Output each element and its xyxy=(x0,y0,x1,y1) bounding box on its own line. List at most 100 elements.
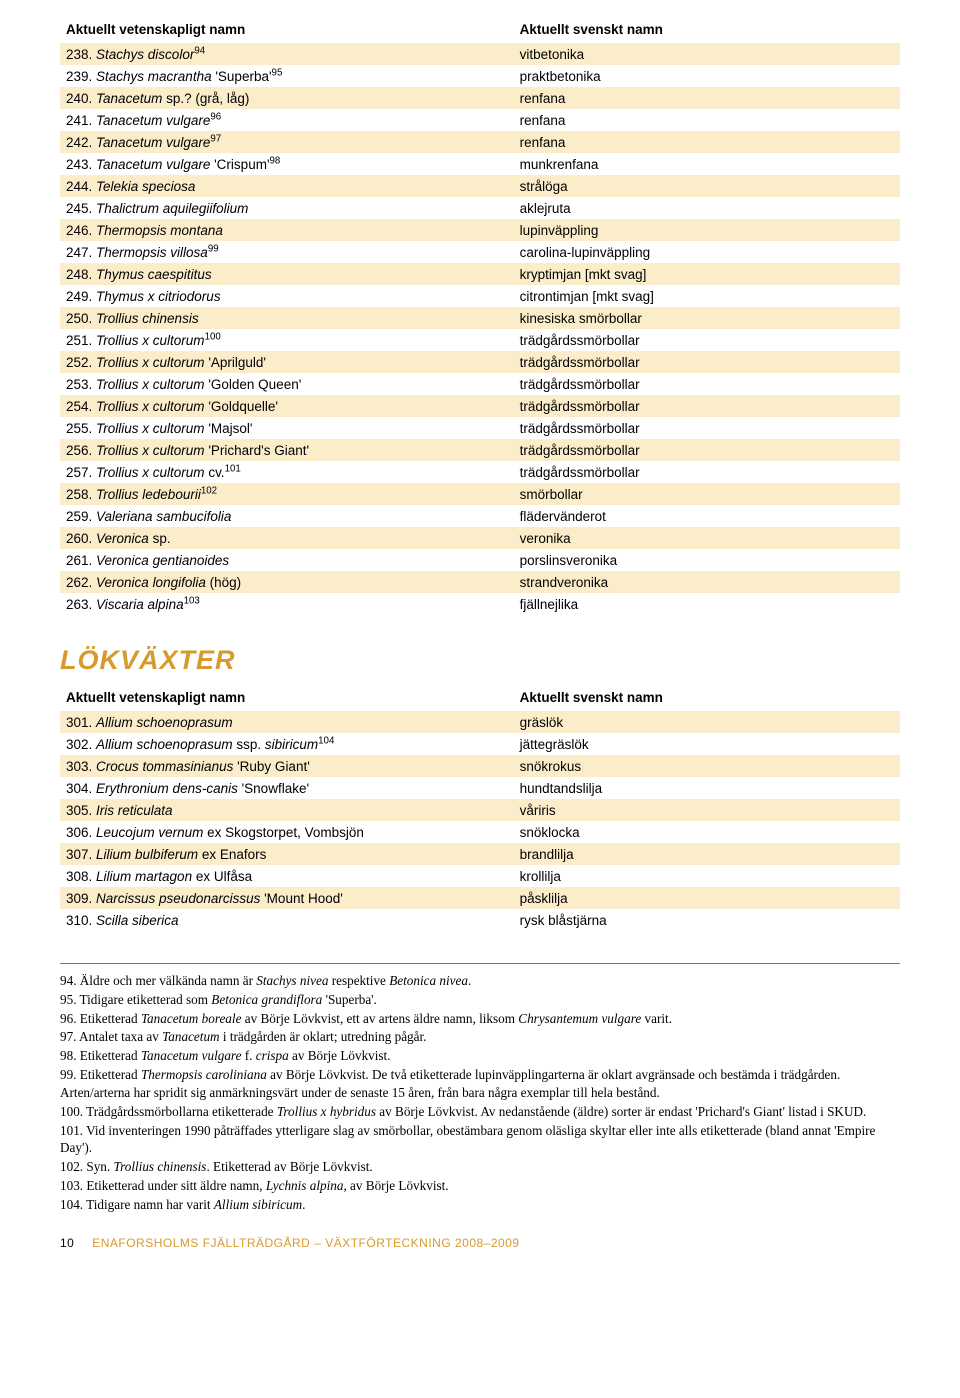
scientific-name-cell: 238. Stachys discolor94 xyxy=(60,43,514,65)
scientific-name-cell: 260. Veronica sp. xyxy=(60,527,514,549)
swedish-name-cell: renfana xyxy=(514,109,900,131)
table-row: 308. Lilium martagon ex Ulfåsakrollilja xyxy=(60,865,900,887)
scientific-name-cell: 252. Trollius x cultorum 'Aprilguld' xyxy=(60,351,514,373)
scientific-name-cell: 302. Allium schoenoprasum ssp. sibiricum… xyxy=(60,733,514,755)
table2-header-right: Aktuellt svenskt namn xyxy=(514,686,900,711)
scientific-name-cell: 246. Thermopsis montana xyxy=(60,219,514,241)
footnote: 104. Tidigare namn har varit Allium sibi… xyxy=(60,1196,900,1214)
scientific-name-cell: 306. Leucojum vernum ex Skogstorpet, Vom… xyxy=(60,821,514,843)
scientific-name-cell: 301. Allium schoenoprasum xyxy=(60,711,514,733)
scientific-name-cell: 249. Thymus x citriodorus xyxy=(60,285,514,307)
scientific-name-cell: 257. Trollius x cultorum cv.101 xyxy=(60,461,514,483)
scientific-name-cell: 247. Thermopsis villosa99 xyxy=(60,241,514,263)
table-row: 309. Narcissus pseudonarcissus 'Mount Ho… xyxy=(60,887,900,909)
swedish-name-cell: rysk blåstjärna xyxy=(514,909,900,931)
table-row: 260. Veronica sp.veronika xyxy=(60,527,900,549)
table-row: 244. Telekia speciosastrålöga xyxy=(60,175,900,197)
table-row: 259. Valeriana sambucifoliaflädervändero… xyxy=(60,505,900,527)
swedish-name-cell: vitbetonika xyxy=(514,43,900,65)
scientific-name-cell: 254. Trollius x cultorum 'Goldquelle' xyxy=(60,395,514,417)
swedish-name-cell: renfana xyxy=(514,87,900,109)
scientific-name-cell: 256. Trollius x cultorum 'Prichard's Gia… xyxy=(60,439,514,461)
footnote: 98. Etiketterad Tanacetum vulgare f. cri… xyxy=(60,1047,900,1065)
scientific-name-cell: 308. Lilium martagon ex Ulfåsa xyxy=(60,865,514,887)
table-row: 245. Thalictrum aquilegiifoliumaklejruta xyxy=(60,197,900,219)
species-table-1: Aktuellt vetenskapligt namn Aktuellt sve… xyxy=(60,18,900,615)
swedish-name-cell: trädgårdssmörbollar xyxy=(514,417,900,439)
table-row: 240. Tanacetum sp.? (grå, låg)renfana xyxy=(60,87,900,109)
footnote: 100. Trädgårdssmörbollarna etiketterade … xyxy=(60,1103,900,1121)
footnote: 99. Etiketterad Thermopsis caroliniana a… xyxy=(60,1066,900,1102)
table-row: 242. Tanacetum vulgare97renfana xyxy=(60,131,900,153)
table-row: 305. Iris reticulatavåriris xyxy=(60,799,900,821)
scientific-name-cell: 309. Narcissus pseudonarcissus 'Mount Ho… xyxy=(60,887,514,909)
scientific-name-cell: 253. Trollius x cultorum 'Golden Queen' xyxy=(60,373,514,395)
table-row: 263. Viscaria alpina103fjällnejlika xyxy=(60,593,900,615)
table-row: 301. Allium schoenoprasumgräslök xyxy=(60,711,900,733)
scientific-name-cell: 304. Erythronium dens-canis 'Snowflake' xyxy=(60,777,514,799)
swedish-name-cell: våriris xyxy=(514,799,900,821)
swedish-name-cell: trädgårdssmörbollar xyxy=(514,439,900,461)
table-row: 251. Trollius x cultorum100trädgårdssmör… xyxy=(60,329,900,351)
table-row: 246. Thermopsis montanalupinväppling xyxy=(60,219,900,241)
table-row: 252. Trollius x cultorum 'Aprilguld'träd… xyxy=(60,351,900,373)
table-row: 247. Thermopsis villosa99carolina-lupinv… xyxy=(60,241,900,263)
scientific-name-cell: 250. Trollius chinensis xyxy=(60,307,514,329)
footnote: 101. Vid inventeringen 1990 påträffades … xyxy=(60,1122,900,1158)
scientific-name-cell: 239. Stachys macrantha 'Superba'95 xyxy=(60,65,514,87)
table-row: 241. Tanacetum vulgare96renfana xyxy=(60,109,900,131)
table-row: 304. Erythronium dens-canis 'Snowflake'h… xyxy=(60,777,900,799)
swedish-name-cell: krollilja xyxy=(514,865,900,887)
scientific-name-cell: 262. Veronica longifolia (hög) xyxy=(60,571,514,593)
scientific-name-cell: 263. Viscaria alpina103 xyxy=(60,593,514,615)
table-row: 262. Veronica longifolia (hög)strandvero… xyxy=(60,571,900,593)
table-row: 250. Trollius chinensiskinesiska smörbol… xyxy=(60,307,900,329)
scientific-name-cell: 258. Trollius ledebourii102 xyxy=(60,483,514,505)
table-row: 257. Trollius x cultorum cv.101trädgårds… xyxy=(60,461,900,483)
scientific-name-cell: 248. Thymus caespititus xyxy=(60,263,514,285)
swedish-name-cell: praktbetonika xyxy=(514,65,900,87)
table1-header-right: Aktuellt svenskt namn xyxy=(514,18,900,43)
scientific-name-cell: 240. Tanacetum sp.? (grå, låg) xyxy=(60,87,514,109)
scientific-name-cell: 243. Tanacetum vulgare 'Crispum'98 xyxy=(60,153,514,175)
footnote: 102. Syn. Trollius chinensis. Etikettera… xyxy=(60,1158,900,1176)
scientific-name-cell: 255. Trollius x cultorum 'Majsol' xyxy=(60,417,514,439)
swedish-name-cell: trädgårdssmörbollar xyxy=(514,329,900,351)
swedish-name-cell: smörbollar xyxy=(514,483,900,505)
swedish-name-cell: kinesiska smörbollar xyxy=(514,307,900,329)
section-title-lokvaxter: LÖKVÄXTER xyxy=(60,645,900,676)
footnote: 103. Etiketterad under sitt äldre namn, … xyxy=(60,1177,900,1195)
swedish-name-cell: trädgårdssmörbollar xyxy=(514,351,900,373)
footnote: 94. Äldre och mer välkända namn är Stach… xyxy=(60,972,900,990)
swedish-name-cell: kryptimjan [mkt svag] xyxy=(514,263,900,285)
table-row: 302. Allium schoenoprasum ssp. sibiricum… xyxy=(60,733,900,755)
swedish-name-cell: trädgårdssmörbollar xyxy=(514,395,900,417)
footnote: 96. Etiketterad Tanacetum boreale av Bör… xyxy=(60,1010,900,1028)
table-row: 307. Lilium bulbiferum ex Enaforsbrandli… xyxy=(60,843,900,865)
table-row: 253. Trollius x cultorum 'Golden Queen't… xyxy=(60,373,900,395)
table-row: 255. Trollius x cultorum 'Majsol'trädgår… xyxy=(60,417,900,439)
table-row: 238. Stachys discolor94vitbetonika xyxy=(60,43,900,65)
page-number: 10 xyxy=(60,1236,74,1250)
swedish-name-cell: carolina-lupinväppling xyxy=(514,241,900,263)
table-row: 256. Trollius x cultorum 'Prichard's Gia… xyxy=(60,439,900,461)
table2-header-left: Aktuellt vetenskapligt namn xyxy=(60,686,514,711)
table-row: 306. Leucojum vernum ex Skogstorpet, Vom… xyxy=(60,821,900,843)
scientific-name-cell: 244. Telekia speciosa xyxy=(60,175,514,197)
table-row: 248. Thymus caespitituskryptimjan [mkt s… xyxy=(60,263,900,285)
species-table-2: Aktuellt vetenskapligt namn Aktuellt sve… xyxy=(60,686,900,931)
swedish-name-cell: citrontimjan [mkt svag] xyxy=(514,285,900,307)
scientific-name-cell: 310. Scilla siberica xyxy=(60,909,514,931)
scientific-name-cell: 245. Thalictrum aquilegiifolium xyxy=(60,197,514,219)
table1-header-left: Aktuellt vetenskapligt namn xyxy=(60,18,514,43)
swedish-name-cell: renfana xyxy=(514,131,900,153)
footnote: 97. Antalet taxa av Tanacetum i trädgård… xyxy=(60,1028,900,1046)
swedish-name-cell: påsklilja xyxy=(514,887,900,909)
swedish-name-cell: fjällnejlika xyxy=(514,593,900,615)
swedish-name-cell: gräslök xyxy=(514,711,900,733)
scientific-name-cell: 261. Veronica gentianoides xyxy=(60,549,514,571)
swedish-name-cell: veronika xyxy=(514,527,900,549)
swedish-name-cell: trädgårdssmörbollar xyxy=(514,373,900,395)
swedish-name-cell: hundtandslilja xyxy=(514,777,900,799)
swedish-name-cell: lupinväppling xyxy=(514,219,900,241)
